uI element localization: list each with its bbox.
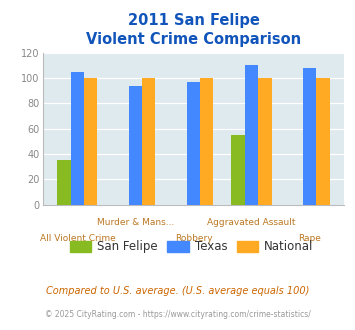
Text: Murder & Mans...: Murder & Mans... bbox=[97, 218, 174, 227]
Bar bbox=[129, 86, 142, 205]
Title: 2011 San Felipe
Violent Crime Comparison: 2011 San Felipe Violent Crime Comparison bbox=[86, 13, 301, 48]
Text: Rape: Rape bbox=[298, 234, 321, 243]
Text: Aggravated Assault: Aggravated Assault bbox=[207, 218, 296, 227]
Bar bbox=[71, 72, 84, 205]
Text: Robbery: Robbery bbox=[175, 234, 212, 243]
Bar bbox=[258, 78, 272, 205]
Bar bbox=[142, 78, 155, 205]
Text: © 2025 CityRating.com - https://www.cityrating.com/crime-statistics/: © 2025 CityRating.com - https://www.city… bbox=[45, 310, 310, 319]
Bar bbox=[303, 68, 316, 205]
Text: All Violent Crime: All Violent Crime bbox=[39, 234, 115, 243]
Text: Compared to U.S. average. (U.S. average equals 100): Compared to U.S. average. (U.S. average … bbox=[46, 286, 309, 296]
Bar bbox=[187, 82, 200, 205]
Bar bbox=[58, 160, 71, 205]
Bar bbox=[200, 78, 213, 205]
Bar bbox=[84, 78, 97, 205]
Bar bbox=[316, 78, 329, 205]
Legend: San Felipe, Texas, National: San Felipe, Texas, National bbox=[65, 236, 318, 258]
Bar bbox=[231, 135, 245, 205]
Bar bbox=[245, 65, 258, 205]
